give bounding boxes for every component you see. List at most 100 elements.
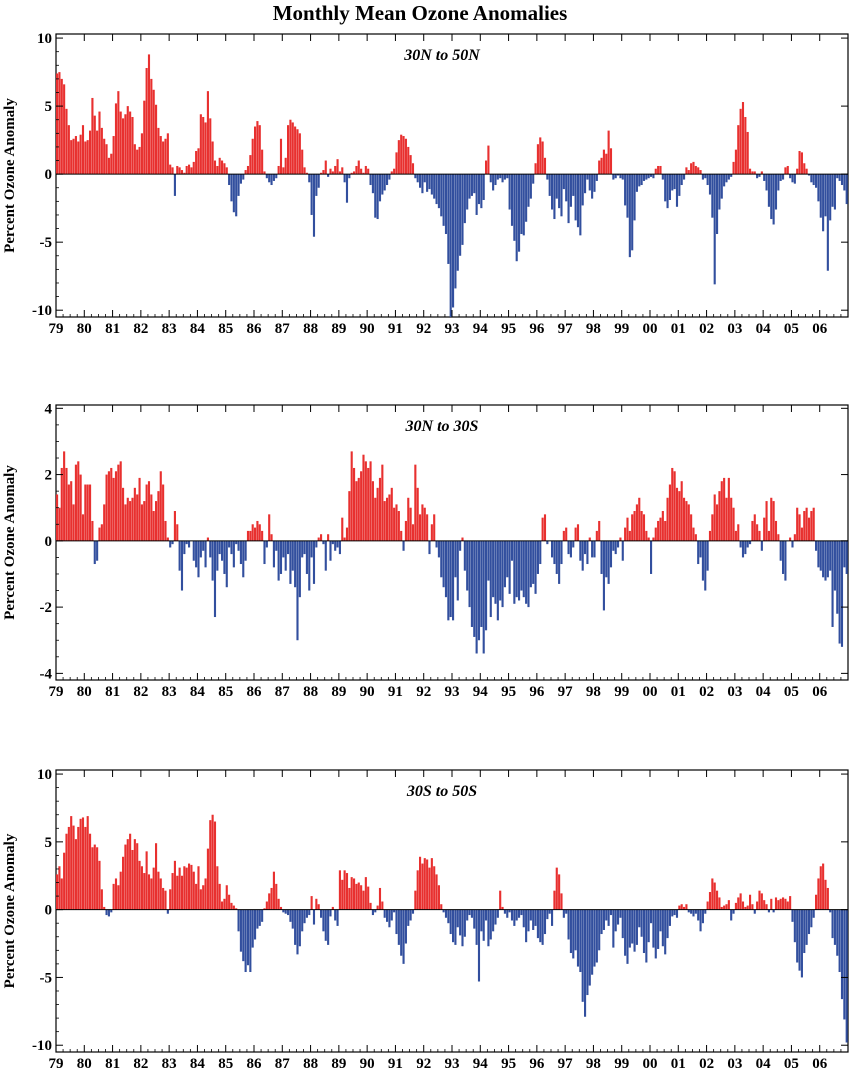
bar-1990-05 [376, 174, 379, 220]
bar-1992-02 [426, 514, 429, 541]
bar-1990-02 [369, 902, 372, 910]
bar-1979-02 [58, 507, 61, 541]
bar-1995-07 [522, 909, 525, 928]
bar-1985-08 [242, 174, 245, 180]
bar-1988-09 [329, 540, 332, 561]
bar-1985-10 [246, 530, 250, 541]
bar-2000-08 [666, 174, 669, 209]
bar-1987-01 [282, 540, 285, 558]
bar-1994-03 [485, 160, 488, 175]
bar-2001-04 [685, 904, 688, 910]
bar-1992-05 [433, 174, 436, 199]
bar-1995-07 [522, 540, 525, 598]
x-tick-label: 79 [49, 1056, 64, 1070]
bar-2003-02 [737, 125, 740, 175]
bar-1988-07 [324, 909, 327, 941]
bar-1998-08 [609, 540, 613, 568]
bar-2006-12 [845, 909, 848, 1043]
bar-1983-01 [169, 164, 172, 175]
bar-2006-12 [845, 540, 848, 574]
bar-1991-04 [402, 909, 405, 964]
x-tick-label: 86 [247, 1056, 263, 1070]
x-tick-label: 94 [473, 321, 489, 337]
bar-1987-10 [303, 167, 306, 175]
bar-1988-02 [312, 174, 316, 237]
bar-1997-07 [579, 174, 582, 236]
bar-1992-10 [444, 909, 448, 918]
bar-1998-11 [617, 174, 620, 176]
bar-1998-08 [609, 909, 613, 916]
bar-2001-10 [699, 540, 702, 558]
bar-1980-01 [84, 141, 87, 175]
bar-1983-09 [188, 540, 191, 548]
x-tick-label: 87 [275, 321, 291, 337]
bar-1997-11 [588, 537, 591, 541]
bar-1986-09 [272, 871, 275, 910]
bar-1986-12 [279, 138, 283, 175]
bar-1985-08 [242, 909, 245, 962]
bar-1995-11 [532, 540, 535, 584]
chart-panels: 10 5 0 -5 -10 79 80 81 82 83 84 85 86 87 88 89 90 91 92 93 9… [2, 31, 849, 1070]
y-tick-label: 0 [45, 167, 53, 183]
bar-1991-04 [402, 136, 405, 175]
x-tick-label: 00 [643, 684, 658, 700]
bar-2003-12 [760, 540, 763, 551]
bar-1999-09 [640, 511, 643, 541]
bar-2003-05 [744, 117, 747, 175]
bar-1994-11 [503, 909, 506, 914]
bar-1989-02 [341, 167, 344, 175]
bar-1999-03 [626, 517, 629, 541]
bar-2004-02 [765, 904, 768, 910]
bar-2001-08 [694, 534, 697, 541]
bar-1990-08 [383, 501, 386, 541]
bar-2000-10 [671, 174, 674, 191]
bar-1986-05 [263, 171, 266, 175]
bar-1998-01 [593, 909, 596, 967]
bar-1986-10 [275, 174, 278, 179]
x-tick-label: 98 [586, 321, 601, 337]
y-tick-label: 10 [37, 767, 52, 783]
x-tick-label: 89 [331, 321, 346, 337]
bar-1984-10 [218, 883, 221, 910]
bar-1989-11 [362, 890, 365, 910]
bar-1998-12 [619, 537, 622, 541]
bar-1991-03 [400, 134, 403, 175]
bar-1994-12 [506, 909, 509, 918]
x-tick-label: 81 [105, 684, 120, 700]
bar-1986-01 [254, 126, 257, 175]
bar-1983-02 [171, 873, 174, 910]
bar-1992-04 [430, 524, 433, 541]
bar-1992-05 [433, 514, 436, 541]
bar-1988-08 [327, 534, 330, 541]
bar-1999-07 [635, 504, 638, 541]
bar-2005-08 [807, 909, 811, 935]
bar-series [56, 451, 848, 654]
bar-2003-11 [758, 174, 761, 177]
bar-2000-07 [664, 520, 667, 541]
bar-1995-02 [510, 540, 514, 561]
bar-1993-01 [452, 540, 455, 621]
bar-1986-06 [265, 540, 268, 548]
bar-1979-03 [60, 467, 63, 541]
bar-1997-08 [581, 909, 584, 1002]
bar-1989-08 [355, 165, 358, 175]
bar-1990-09 [386, 497, 389, 541]
bar-2005-07 [805, 507, 808, 541]
bar-1997-01 [565, 527, 568, 541]
bar-1980-07 [98, 860, 101, 910]
bar-1999-06 [633, 511, 636, 541]
bar-1998-08 [609, 148, 613, 175]
bar-1996-03 [541, 909, 544, 945]
bar-1993-10 [473, 540, 476, 637]
x-tick-label: 96 [529, 321, 545, 337]
bar-1987-09 [301, 909, 304, 932]
bar-1984-03 [202, 885, 205, 910]
bar-1993-02 [454, 174, 457, 289]
bar-1987-07 [296, 909, 299, 955]
bar-2004-12 [789, 174, 792, 179]
bar-2004-01 [763, 517, 766, 541]
bar-1989-06 [350, 172, 353, 175]
bar-2004-06 [774, 897, 778, 910]
bar-1987-10 [303, 909, 306, 924]
bar-2001-11 [701, 174, 704, 180]
